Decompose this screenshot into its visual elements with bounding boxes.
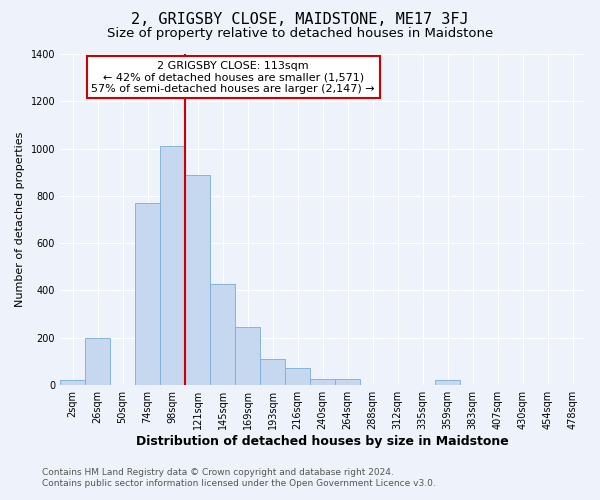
Bar [335, 379, 360, 385]
Bar [310, 379, 335, 385]
Bar [435, 380, 460, 385]
Bar [235, 327, 260, 385]
Text: 2, GRIGSBY CLOSE, MAIDSTONE, ME17 3FJ: 2, GRIGSBY CLOSE, MAIDSTONE, ME17 3FJ [131, 12, 469, 28]
Bar [135, 203, 160, 385]
Bar [185, 174, 210, 385]
Y-axis label: Number of detached properties: Number of detached properties [15, 132, 25, 307]
Bar [285, 368, 310, 385]
Text: Contains HM Land Registry data © Crown copyright and database right 2024.
Contai: Contains HM Land Registry data © Crown c… [42, 468, 436, 487]
Bar [210, 284, 235, 385]
X-axis label: Distribution of detached houses by size in Maidstone: Distribution of detached houses by size … [136, 434, 509, 448]
Text: 2 GRIGSBY CLOSE: 113sqm
← 42% of detached houses are smaller (1,571)
57% of semi: 2 GRIGSBY CLOSE: 113sqm ← 42% of detache… [91, 60, 375, 94]
Bar [60, 380, 85, 385]
Bar [85, 338, 110, 385]
Bar [160, 146, 185, 385]
Text: Size of property relative to detached houses in Maidstone: Size of property relative to detached ho… [107, 28, 493, 40]
Bar [260, 359, 285, 385]
